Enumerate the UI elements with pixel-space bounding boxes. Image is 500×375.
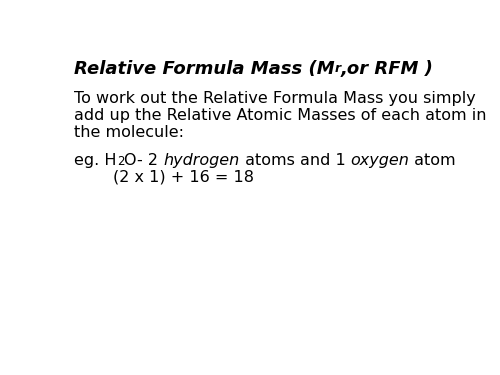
Text: Relative Formula Mass (M: Relative Formula Mass (M — [74, 60, 335, 78]
Text: the molecule:: the molecule: — [74, 125, 184, 140]
Text: oxygen: oxygen — [350, 153, 409, 168]
Text: eg. H: eg. H — [74, 153, 116, 168]
Text: To work out the Relative Formula Mass you simply: To work out the Relative Formula Mass yo… — [74, 91, 476, 106]
Text: 2: 2 — [116, 155, 124, 168]
Text: hydrogen: hydrogen — [163, 153, 240, 168]
Text: r: r — [335, 62, 341, 75]
Text: (2 x 1) + 16 = 18: (2 x 1) + 16 = 18 — [113, 170, 254, 185]
Text: ,or RFM ): ,or RFM ) — [341, 60, 434, 78]
Text: add up the Relative Atomic Masses of each atom in: add up the Relative Atomic Masses of eac… — [74, 108, 486, 123]
Text: atom: atom — [409, 153, 456, 168]
Text: O- 2: O- 2 — [124, 153, 163, 168]
Text: atoms and 1: atoms and 1 — [240, 153, 350, 168]
